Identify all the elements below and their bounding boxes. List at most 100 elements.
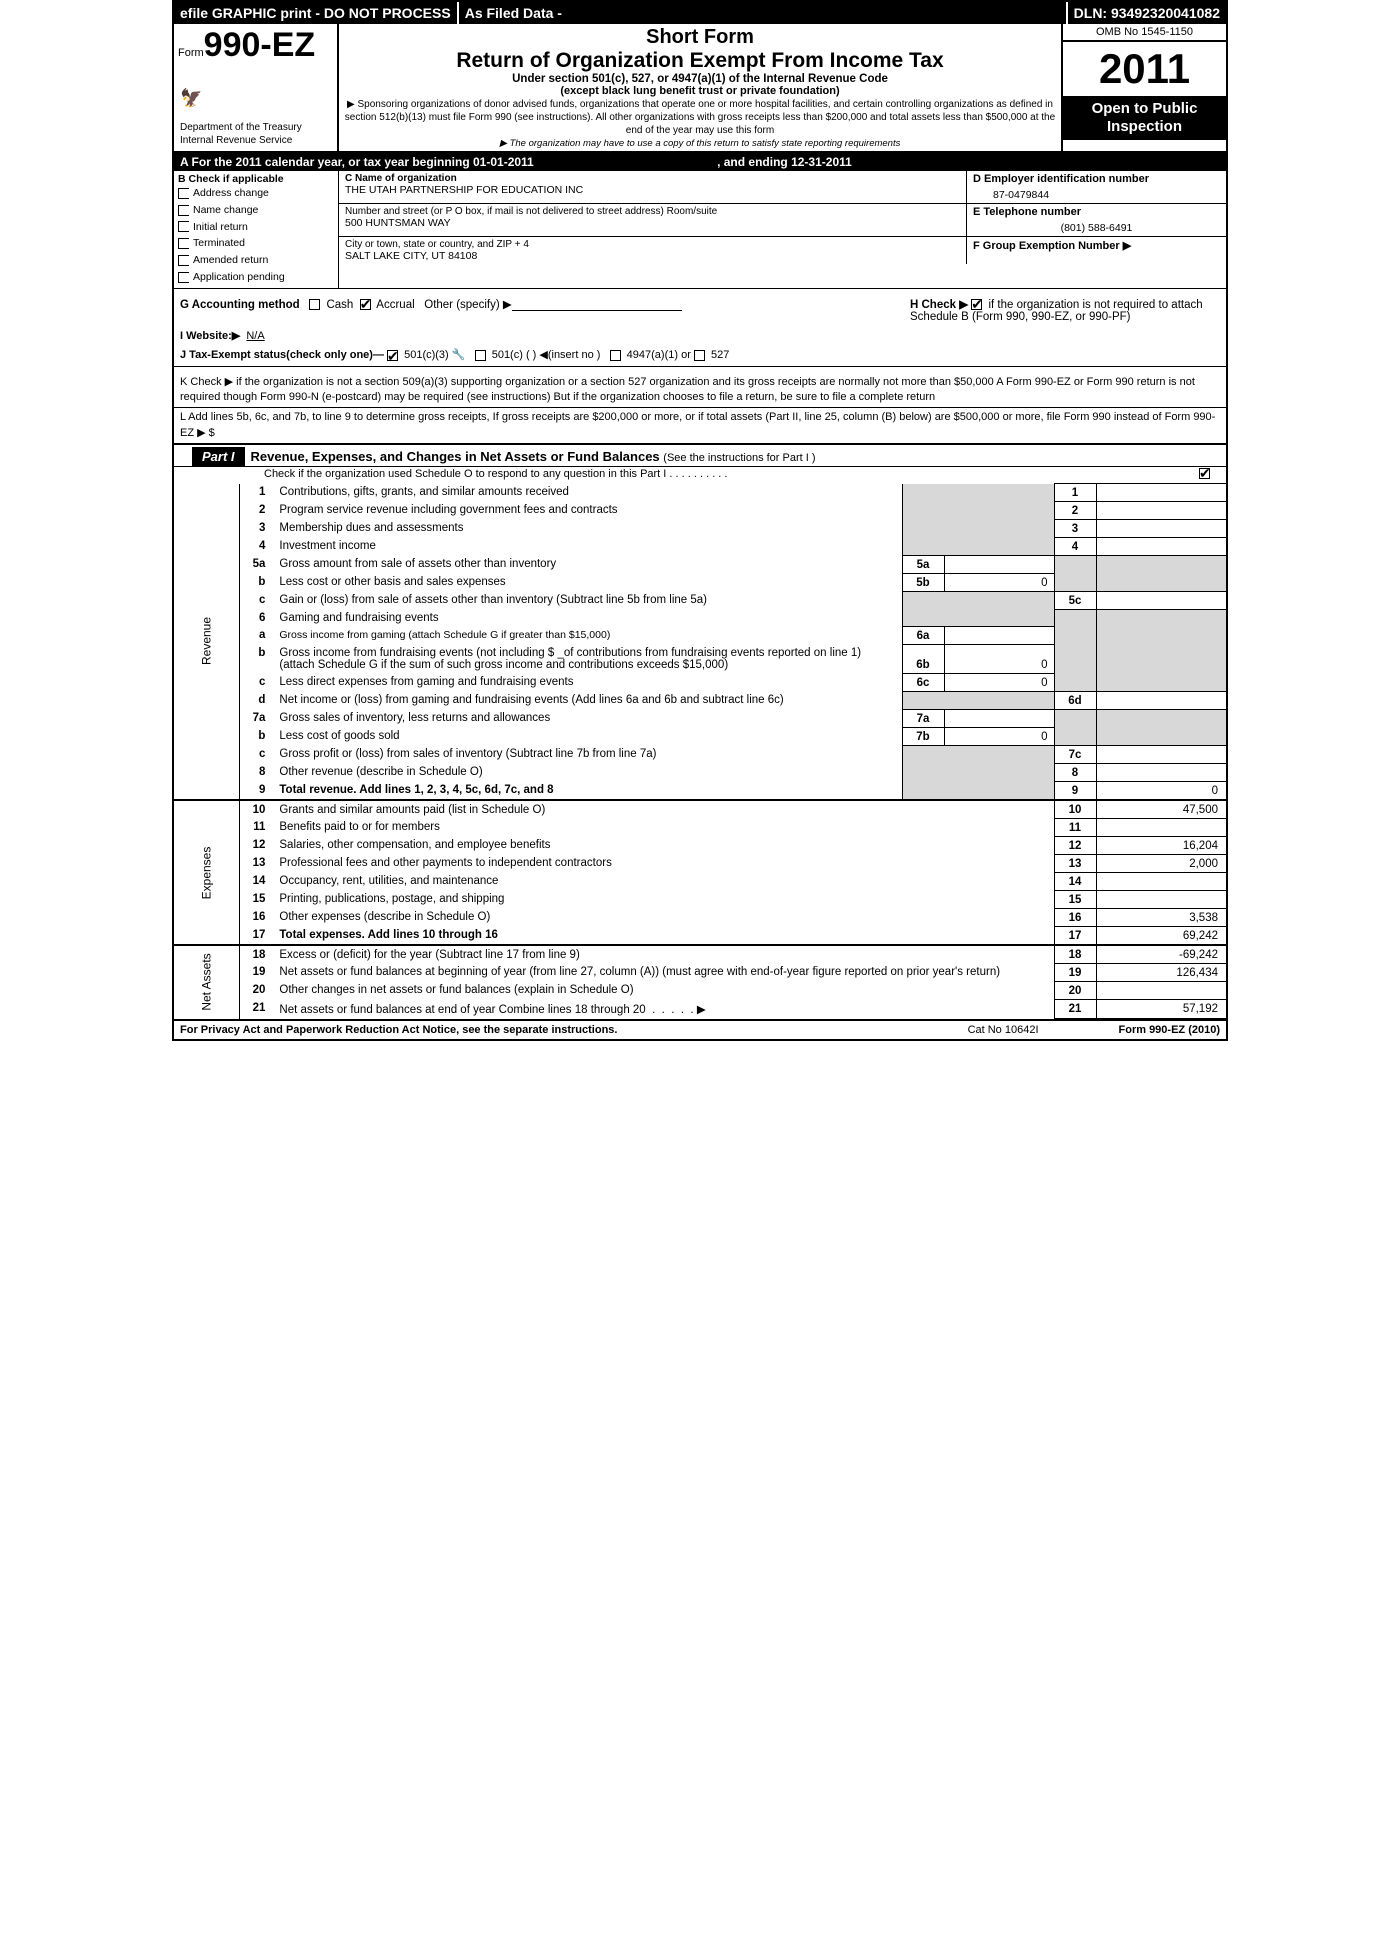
short-form-label: Short Form bbox=[343, 26, 1057, 49]
line-5c: Gain or (loss) from sale of assets other… bbox=[275, 592, 902, 610]
revenue-vlabel: Revenue bbox=[174, 484, 240, 801]
chk-initial-return[interactable]: Initial return bbox=[178, 219, 334, 236]
col-b: B Check if applicable Address change Nam… bbox=[174, 171, 339, 288]
part1-table: Revenue 1Contributions, gifts, grants, a… bbox=[174, 483, 1226, 1019]
chk-501c3[interactable] bbox=[387, 350, 398, 361]
line-6d: Net income or (loss) from gaming and fun… bbox=[275, 692, 902, 710]
chk-name-change[interactable]: Name change bbox=[178, 202, 334, 219]
line-6c: Less direct expenses from gaming and fun… bbox=[275, 674, 902, 692]
org-name-value: THE UTAH PARTNERSHIP FOR EDUCATION INC bbox=[345, 184, 960, 196]
h-label: H Check ▶ bbox=[910, 299, 968, 311]
under-section: Under section 501(c), 527, or 4947(a)(1)… bbox=[343, 73, 1057, 85]
title-right: OMB No 1545-1150 2011 Open to Public Ins… bbox=[1061, 24, 1226, 151]
line-9: Total revenue. Add lines 1, 2, 3, 4, 5c,… bbox=[275, 782, 902, 801]
footer-form: Form 990-EZ (2010) bbox=[1119, 1024, 1221, 1036]
footer-cat: Cat No 10642I bbox=[968, 1024, 1039, 1036]
tax-year: 2011 bbox=[1063, 42, 1226, 96]
chk-schedule-b[interactable] bbox=[971, 299, 982, 310]
city-value: SALT LAKE CITY, UT 84108 bbox=[345, 250, 960, 262]
address-block: Number and street (or P O box, if mail i… bbox=[339, 204, 966, 236]
line-3: Membership dues and assessments bbox=[275, 520, 902, 538]
ein-block: D Employer identification number 87-0479… bbox=[966, 171, 1226, 203]
col-cde: C Name of organization THE UTAH PARTNERS… bbox=[339, 171, 1226, 288]
open-line1: Open to Public bbox=[1092, 100, 1198, 117]
j-tax-exempt: J Tax-Exempt status(check only one)— 501… bbox=[174, 346, 1226, 366]
line-11: Benefits paid to or for members bbox=[275, 819, 1054, 837]
chk-4947[interactable] bbox=[610, 350, 621, 361]
except-text: (except black lung benefit trust or priv… bbox=[343, 85, 1057, 97]
dln-label: DLN: 93492320041082 bbox=[1066, 2, 1226, 24]
group-exemption-block: F Group Exemption Number ▶ bbox=[966, 237, 1226, 264]
val-21: 57,192 bbox=[1096, 1000, 1226, 1019]
val-12: 16,204 bbox=[1096, 837, 1226, 855]
k-text: K Check ▶ if the organization is not a s… bbox=[174, 367, 1226, 408]
val-10: 47,500 bbox=[1096, 800, 1226, 819]
as-filed-label: As Filed Data - bbox=[457, 2, 1066, 24]
netassets-vlabel: Net Assets bbox=[174, 945, 240, 1019]
city-block: City or town, state or country, and ZIP … bbox=[339, 237, 966, 264]
return-title: Return of Organization Exempt From Incom… bbox=[343, 49, 1057, 73]
line-6a: Gross income from gaming (attach Schedul… bbox=[275, 627, 902, 645]
h-check: H Check ▶ if the organization is not req… bbox=[910, 297, 1220, 323]
val-18: -69,242 bbox=[1096, 945, 1226, 964]
addr-value: 500 HUNTSMAN WAY bbox=[345, 217, 960, 229]
g-accounting: G Accounting method Cash Accrual Other (… bbox=[180, 297, 910, 323]
line-4: Investment income bbox=[275, 538, 902, 556]
val-13: 2,000 bbox=[1096, 855, 1226, 873]
line-6b: Gross income from fundraising events (no… bbox=[275, 645, 902, 674]
line-7a: Gross sales of inventory, less returns a… bbox=[275, 710, 902, 728]
eagle-icon: 🦅 bbox=[180, 88, 202, 109]
chk-amended-return[interactable]: Amended return bbox=[178, 252, 334, 269]
line-20: Other changes in net assets or fund bala… bbox=[275, 982, 1054, 1000]
i-label: I Website:▶ bbox=[180, 330, 240, 342]
open-line2: Inspection bbox=[1107, 118, 1182, 135]
efile-label: efile GRAPHIC print - DO NOT PROCESS bbox=[174, 2, 457, 24]
chk-accrual[interactable] bbox=[360, 299, 371, 310]
chk-application-pending[interactable]: Application pending bbox=[178, 269, 334, 286]
chk-cash[interactable] bbox=[309, 299, 320, 310]
line-15: Printing, publications, postage, and shi… bbox=[275, 891, 1054, 909]
chk-501c[interactable] bbox=[475, 350, 486, 361]
part1-header: Part I Revenue, Expenses, and Changes in… bbox=[174, 443, 1226, 467]
chk-527[interactable] bbox=[694, 350, 705, 361]
val-6b: 0 bbox=[944, 645, 1054, 674]
expenses-vlabel: Expenses bbox=[174, 800, 240, 945]
part1-badge: Part I bbox=[192, 447, 245, 466]
gh-row: G Accounting method Cash Accrual Other (… bbox=[174, 289, 1226, 327]
addr-label: Number and street (or P O box, if mail i… bbox=[345, 206, 960, 217]
i-website: I Website:▶ N/A bbox=[174, 327, 1226, 346]
section-b: B Check if applicable Address change Nam… bbox=[174, 171, 1226, 289]
sponsoring-note: ▶ Sponsoring organizations of donor advi… bbox=[343, 98, 1057, 137]
line-13: Professional fees and other payments to … bbox=[275, 855, 1054, 873]
group-exemption-label: F Group Exemption Number ▶ bbox=[973, 239, 1220, 252]
footer: For Privacy Act and Paperwork Reduction … bbox=[174, 1019, 1226, 1039]
city-label: City or town, state or country, and ZIP … bbox=[345, 239, 960, 250]
val-6c: 0 bbox=[944, 674, 1054, 692]
dept-irs: Internal Revenue Service bbox=[180, 135, 292, 146]
org-name-block: C Name of organization THE UTAH PARTNERS… bbox=[339, 171, 966, 203]
val-5b: 0 bbox=[944, 574, 1054, 592]
line-16: Other expenses (describe in Schedule O) bbox=[275, 909, 1054, 927]
val-16: 3,538 bbox=[1096, 909, 1226, 927]
dept-treasury: Department of the Treasury bbox=[180, 122, 302, 133]
val-19: 126,434 bbox=[1096, 964, 1226, 982]
ein-label: D Employer identification number bbox=[973, 173, 1220, 185]
line-6: Gaming and fundraising events bbox=[275, 610, 902, 627]
chk-terminated[interactable]: Terminated bbox=[178, 235, 334, 252]
j-label: J Tax-Exempt status(check only one)— bbox=[180, 349, 384, 361]
open-to-public: Open to Public Inspection bbox=[1063, 96, 1226, 140]
year-end: , and ending 12-31-2011 bbox=[717, 155, 852, 169]
ein-value: 87-0479844 bbox=[973, 185, 1220, 201]
line-8: Other revenue (describe in Schedule O) bbox=[275, 764, 902, 782]
chk-schedule-o[interactable] bbox=[1199, 468, 1210, 479]
g-label: G Accounting method bbox=[180, 299, 300, 311]
phone-label: E Telephone number bbox=[973, 206, 1220, 218]
g-other: Other (specify) ▶ bbox=[424, 299, 511, 311]
footer-privacy: For Privacy Act and Paperwork Reduction … bbox=[180, 1024, 968, 1036]
year-start: A For the 2011 calendar year, or tax yea… bbox=[180, 155, 534, 169]
dept-label: Department of the Treasury Internal Reve… bbox=[180, 121, 302, 147]
line-1: Contributions, gifts, grants, and simila… bbox=[275, 484, 902, 502]
line-14: Occupancy, rent, utilities, and maintena… bbox=[275, 873, 1054, 891]
chk-address-change[interactable]: Address change bbox=[178, 185, 334, 202]
line-12: Salaries, other compensation, and employ… bbox=[275, 837, 1054, 855]
